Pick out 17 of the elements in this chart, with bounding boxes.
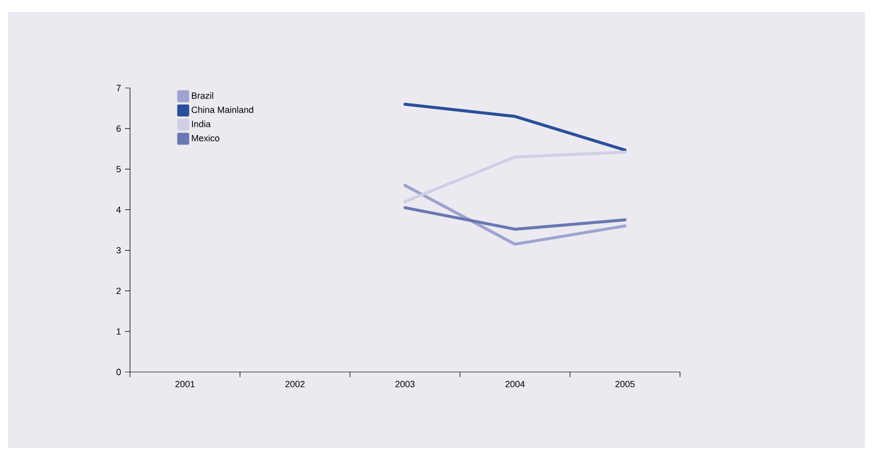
y-tick-label: 3 [116, 247, 121, 254]
legend-label: Brazil [192, 92, 214, 99]
y-tick-label: 2 [116, 288, 121, 294]
y-tick-label: 6 [116, 125, 121, 132]
x-tick-label: 2003 [395, 380, 415, 388]
y-tick-label: 4 [116, 206, 121, 213]
x-tick-label: 2004 [505, 380, 525, 388]
y-tick-label: 7 [116, 84, 121, 92]
y-tick-label: 1 [116, 328, 121, 335]
legend-label: Mexico [192, 134, 220, 142]
x-tick-label: 2002 [285, 380, 305, 388]
y-tick-label: 5 [116, 166, 121, 172]
legend-label: China Mainland [192, 106, 254, 113]
x-tick-label: 2001 [175, 380, 195, 388]
x-tick-label: 2005 [615, 380, 635, 388]
y-tick-label: 0 [116, 368, 121, 376]
legend-label: India [192, 120, 211, 128]
